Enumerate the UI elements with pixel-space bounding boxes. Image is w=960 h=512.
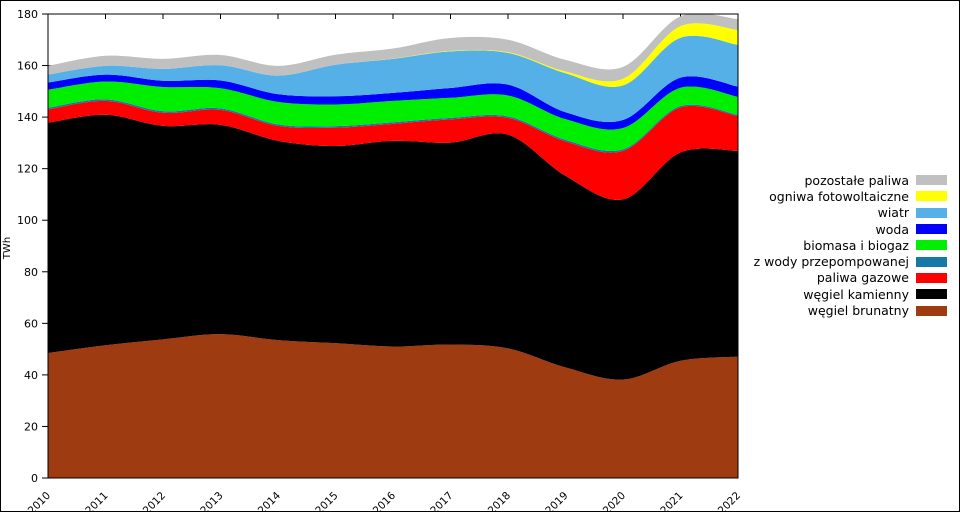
legend-item-pozostale-paliwa: pozostałe paliwa	[754, 172, 947, 188]
area-series	[48, 14, 738, 478]
y-tick-label: 80	[24, 266, 38, 279]
legend-label: z wody przepompowanej	[753, 254, 909, 270]
y-tick-label: 60	[24, 317, 38, 330]
area-paliwa-gazowe	[48, 100, 738, 200]
x-tick-label: 2021	[658, 490, 685, 512]
x-tick-label: 2013	[198, 490, 225, 512]
legend-swatch	[916, 240, 947, 251]
y-tick-label: 20	[24, 420, 38, 433]
x-tick-label: 2022	[716, 490, 743, 512]
legend-label: biomasa i biogaz	[803, 237, 909, 253]
y-tick-label: 40	[24, 369, 38, 382]
legend-swatch	[916, 224, 947, 235]
x-tick-label: 2012	[141, 490, 168, 512]
legend-label: woda	[875, 221, 909, 237]
area-biomasa-i-biogaz	[48, 81, 738, 152]
legend-label: wiatr	[877, 205, 909, 221]
x-tick-label: 2019	[543, 490, 570, 512]
legend-item-biomasa-i-biogaz: biomasa i biogaz	[754, 237, 947, 253]
x-tick-label: 2018	[486, 490, 513, 512]
x-tick-label: 2014	[256, 489, 284, 512]
legend-swatch	[916, 305, 947, 316]
legend-item-ogniwa-fotowoltaiczne: ogniwa fotowoltaiczne	[754, 188, 947, 204]
x-tick-label: 2011	[83, 490, 110, 512]
plot-frame	[47, 13, 739, 479]
legend-item-wegiel-brunatny: węgiel brunatny	[754, 302, 947, 318]
legend-swatch	[916, 191, 947, 202]
area-pozostale-paliwa	[48, 14, 738, 82]
legend-swatch	[916, 256, 947, 267]
legend: pozostałe paliwa ogniwa fotowoltaiczne wia…	[754, 172, 947, 319]
legend-swatch	[916, 289, 947, 300]
legend-item-z-wody-przepompowanej: z wody przepompowanej	[754, 253, 947, 269]
legend-item-paliwa-gazowe: paliwa gazowe	[754, 270, 947, 286]
y-tick-label: 0	[31, 472, 38, 485]
legend-item-wiatr: wiatr	[754, 205, 947, 221]
legend-label: węgiel kamienny	[803, 286, 909, 302]
legend-swatch	[916, 175, 947, 186]
area-wegiel-brunatny	[48, 334, 738, 478]
y-tick-label: 120	[17, 163, 38, 176]
area-woda	[48, 74, 738, 130]
legend-label: pozostałe paliwa	[804, 172, 909, 188]
y-tick-label: 140	[17, 111, 38, 124]
y-axis-title: TWh	[2, 236, 13, 260]
y-tick-label: 160	[17, 60, 38, 73]
legend-swatch	[916, 207, 947, 218]
y-tick-label: 100	[17, 214, 38, 227]
x-tick-label: 2010	[26, 490, 53, 512]
legend-label: paliwa gazowe	[816, 270, 909, 286]
x-tick-label: 2015	[313, 490, 340, 512]
x-tick-label: 2017	[428, 490, 455, 512]
area-wiatr	[48, 35, 738, 122]
x-tick-label: 2020	[601, 490, 628, 512]
legend-item-wegiel-kamienny: węgiel kamienny	[754, 286, 947, 302]
y-tick-label: 180	[17, 8, 38, 21]
legend-label: węgiel brunatny	[807, 303, 909, 319]
legend-swatch	[916, 272, 947, 283]
x-tick-label: 2016	[371, 489, 399, 512]
legend-item-woda: woda	[754, 221, 947, 237]
area-wegiel-kamienny	[48, 114, 738, 380]
legend-label: ogniwa fotowoltaiczne	[769, 188, 909, 204]
